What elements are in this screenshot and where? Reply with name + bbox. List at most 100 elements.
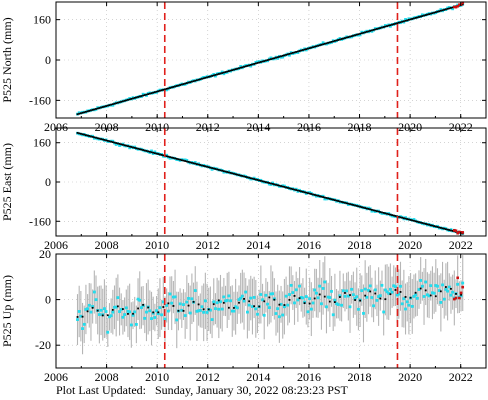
observation-point [351, 293, 355, 297]
model-fit-point [270, 182, 272, 185]
observation-point [252, 176, 256, 180]
observation-point [256, 312, 259, 316]
observation-point [309, 307, 313, 311]
model-fit-point [303, 191, 306, 194]
model-fit-point [83, 133, 86, 136]
model-fit-point [204, 76, 207, 79]
model-fit-point [160, 153, 163, 156]
observation-point [79, 314, 83, 318]
model-fit-point [241, 175, 244, 177]
model-fit-point [197, 163, 200, 166]
model-fit-point [254, 62, 257, 65]
observation-point [461, 281, 465, 285]
model-fit-point [184, 82, 187, 85]
model-fit-point [394, 215, 397, 217]
model-fit-point [433, 225, 436, 227]
model-fit-point [259, 61, 262, 63]
model-fit-point [207, 308, 210, 311]
model-fit-point [196, 79, 198, 82]
model-fit-point [285, 53, 287, 56]
observation-point [208, 308, 212, 312]
model-fit-point [132, 97, 134, 100]
model-fit-point [394, 22, 397, 25]
recent-point [454, 229, 458, 233]
observation-point [242, 299, 246, 303]
observation-point [296, 298, 300, 302]
observation-point [400, 302, 404, 306]
observation-point [111, 103, 115, 107]
model-fit-point [79, 112, 82, 115]
model-fit-point [291, 52, 294, 54]
model-fit-point [320, 43, 323, 46]
model-fit-point [318, 44, 321, 47]
observation-point [383, 288, 387, 292]
model-fit-point [344, 37, 346, 39]
model-fit-point [273, 57, 276, 60]
observation-point [303, 300, 307, 304]
observation-point [202, 310, 206, 314]
model-fit-point [192, 80, 195, 83]
x-tick-label: 2020 [398, 120, 422, 134]
model-fit-point [138, 148, 141, 151]
observation-point [124, 306, 128, 310]
observation-point [375, 298, 379, 302]
model-fit-point [233, 68, 235, 71]
model-fit-point [209, 166, 212, 169]
model-fit-point [310, 46, 313, 49]
model-fit-point [128, 98, 131, 101]
model-fit-point [202, 164, 205, 167]
observation-point [360, 30, 364, 34]
x-tick-label: 2020 [398, 238, 422, 252]
observation-point [219, 300, 222, 304]
observation-point [249, 296, 253, 300]
model-fit-point [219, 72, 222, 75]
model-fit-point [244, 175, 247, 178]
model-fit-point [211, 74, 213, 77]
observation-point [325, 197, 328, 201]
observation-point [419, 279, 423, 282]
model-fit-point [187, 81, 190, 84]
model-fit-point [206, 76, 208, 79]
model-fit-point [180, 83, 183, 86]
model-fit-point [323, 42, 326, 45]
model-fit-point [352, 34, 355, 37]
observation-point [377, 295, 381, 298]
model-fit-point [177, 309, 180, 312]
model-fit-point [162, 306, 165, 308]
x-tick-label: 2014 [246, 238, 270, 252]
observation-point [239, 296, 243, 300]
observation-point [235, 306, 239, 310]
model-fit-point [357, 205, 360, 208]
model-fit-point [86, 110, 89, 113]
observation-point [114, 305, 118, 309]
model-fit-point [249, 177, 252, 180]
observation-point [185, 300, 189, 304]
model-fit-point [345, 36, 348, 39]
model-fit-point [283, 304, 286, 306]
model-fit-point [130, 97, 133, 100]
model-fit-point [226, 171, 229, 173]
observation-point [373, 288, 377, 292]
model-fit-point [416, 16, 419, 19]
model-fit-point [241, 66, 244, 69]
model-fit-point [229, 69, 232, 72]
model-fit-point [313, 297, 316, 300]
model-fit-point [209, 75, 212, 78]
model-fit-point [261, 180, 264, 183]
model-fit-point [369, 29, 372, 32]
x-tick-label: 2014 [246, 370, 270, 384]
model-fit-point [278, 303, 281, 306]
observation-point [395, 293, 399, 297]
model-fit-point [101, 106, 104, 108]
recent-point [454, 296, 458, 300]
observation-point [259, 293, 263, 296]
observation-point [109, 314, 113, 318]
observation-point [350, 287, 354, 291]
model-fit-point [322, 43, 325, 46]
model-fit-point [300, 49, 303, 52]
observation-point [321, 41, 325, 45]
observation-point [380, 211, 384, 215]
model-fit-point [365, 207, 368, 210]
model-fit-point [418, 221, 420, 224]
model-fit-point [172, 157, 175, 159]
